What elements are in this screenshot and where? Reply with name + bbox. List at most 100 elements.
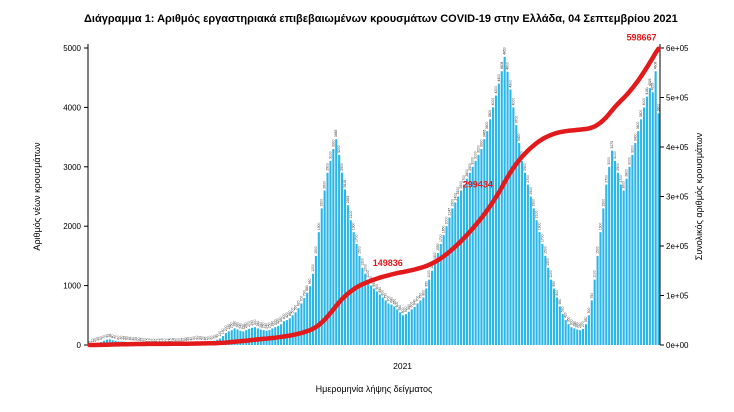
bar-value-label: 1100 [593, 270, 597, 277]
bar [613, 160, 617, 345]
left-axis-tick-label: 3000 [63, 163, 81, 172]
bar-value-label: 3300 [479, 139, 483, 147]
bar [468, 172, 471, 345]
bar-value-label: 25 [180, 338, 184, 342]
bar-value-label: 70 [114, 335, 118, 339]
bar-value-label: 35 [186, 337, 190, 341]
bar [285, 320, 288, 345]
bar-value-label: 320 [276, 318, 280, 324]
bar-value-label: 4600 [506, 62, 510, 70]
bar-value-label: 750 [384, 293, 388, 299]
bar-value-label: 20 [143, 338, 147, 342]
bar-value-label: 15 [146, 338, 150, 342]
bar [314, 255, 317, 345]
bar [648, 88, 651, 346]
bar [413, 306, 416, 345]
bar [343, 189, 347, 345]
bar-value-label: 10 [154, 339, 158, 343]
bar-value-label: 1400 [433, 252, 437, 260]
bar [550, 279, 553, 345]
bar [436, 252, 439, 345]
bar-value-label: 45 [128, 336, 132, 340]
bar-value-label: 1850 [442, 225, 446, 233]
left-axis-tick-label: 2000 [63, 222, 81, 231]
bar [462, 184, 466, 345]
cumulative-line [87, 46, 661, 348]
bar-value-label: 3800 [639, 110, 643, 118]
bar-value-label: 95 [108, 333, 112, 337]
bar [651, 92, 654, 346]
bar-value-label: 1500 [596, 246, 600, 254]
bar-value-label: 3200 [337, 145, 341, 153]
bar-value-label: 280 [572, 321, 576, 327]
bar-value-label: 280 [256, 321, 260, 327]
bar-value-label: 15 [169, 338, 173, 342]
bar [346, 205, 349, 345]
bar-value-label: 20 [177, 338, 181, 342]
bar [521, 160, 524, 345]
bar [230, 330, 233, 345]
bar-value-label: 1500 [543, 246, 547, 254]
bar [552, 288, 556, 345]
bar-value-label: 20 [93, 338, 97, 342]
bar [619, 184, 622, 345]
bar-value-label: 240 [238, 323, 242, 329]
bar-value-label: 2600 [459, 181, 463, 189]
bar [515, 125, 518, 345]
bar-value-label: 280 [233, 321, 237, 327]
milestone-label: 149836 [373, 258, 403, 268]
bar-value-label: 30 [137, 337, 141, 341]
bar-value-label: 1700 [355, 234, 359, 242]
bar-value-label: 3200 [477, 145, 481, 153]
bar-value-label: 520 [404, 306, 408, 312]
bar [384, 300, 387, 345]
bar-value-label: 4608 [654, 62, 658, 70]
bar-value-label: 2500 [529, 187, 533, 195]
bar-value-label: 50 [201, 336, 205, 340]
bar [303, 298, 306, 345]
bar-value-label: 950 [552, 281, 556, 287]
bar [570, 327, 573, 345]
bar [439, 244, 442, 345]
bar-value-label: 3273 [610, 141, 614, 149]
bar-value-label: 230 [241, 324, 245, 330]
bar-value-label: 15 [160, 338, 164, 342]
bar-value-label: 230 [227, 324, 231, 330]
bar-value-label: 2147 [447, 208, 451, 216]
bar-value-label: 2300 [601, 199, 605, 207]
bar-value-label: 3100 [474, 151, 478, 159]
bar-value-label: 2900 [468, 163, 472, 171]
bar-value-label: 1300 [360, 258, 364, 266]
bar-value-label: 80 [111, 334, 115, 338]
bar [538, 232, 541, 345]
bar [558, 306, 561, 345]
bar [509, 89, 512, 345]
bar [335, 139, 338, 345]
bar [433, 261, 437, 345]
bar-value-label: 550 [294, 305, 298, 311]
bar [567, 324, 570, 345]
bar-value-label: 1550 [436, 243, 440, 251]
bar-value-labels: 5102035507090958070606055504540353025201… [87, 47, 660, 342]
bar [242, 331, 245, 345]
left-axis-tick-label: 1000 [63, 282, 81, 291]
bar [300, 303, 303, 345]
bar-value-label: 2400 [453, 193, 457, 201]
bar-value-label: 270 [247, 321, 251, 327]
left-axis-tick-label: 4000 [63, 103, 81, 112]
bar-value-label: 2353 [346, 196, 350, 204]
bar-value-label: 18 [172, 338, 176, 342]
bar-value-label: 300 [273, 319, 277, 325]
bar-value-label: 800 [421, 290, 425, 296]
bar [341, 172, 344, 345]
bar-value-label: 240 [265, 323, 269, 329]
bar-value-label: 35 [134, 337, 138, 341]
bar-value-label: 3000 [471, 157, 475, 165]
bar [457, 196, 460, 345]
bar-value-label: 1900 [538, 222, 542, 230]
bar-value-label: 4850 [503, 47, 507, 55]
bar-value-label: 300 [569, 319, 573, 325]
bar [465, 178, 468, 345]
bar-value-label: 1700 [439, 234, 443, 242]
bar-value-label: 70 [212, 335, 216, 339]
